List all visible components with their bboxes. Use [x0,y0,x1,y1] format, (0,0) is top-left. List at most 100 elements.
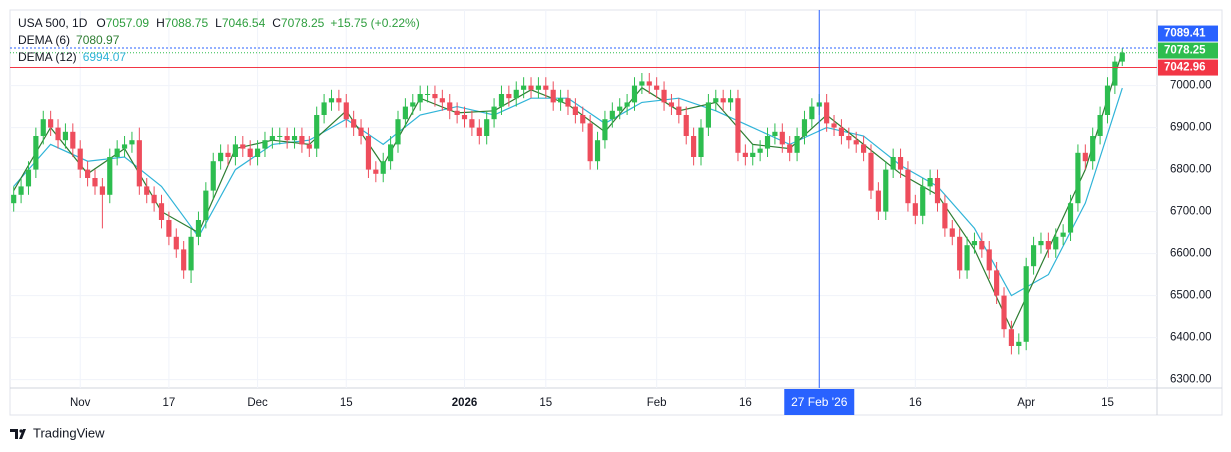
plot [11,48,1125,355]
candle-body [506,94,512,99]
candle-body [624,102,630,107]
candle-body [314,115,320,149]
candle-body [262,140,268,149]
candle-body [232,144,238,157]
candle-body [572,106,578,115]
candle-body [1082,152,1088,162]
y-tick-label: 6600.00 [1170,248,1212,260]
y-tick-label: 6500.00 [1170,290,1212,302]
candle-body [890,157,896,170]
candle-body [70,131,76,149]
candle-body [395,119,401,145]
candle-body [787,144,793,153]
candle-body [1104,85,1111,115]
candle-body [410,102,416,107]
candle-body [195,220,202,237]
candle-body [1119,52,1125,62]
candle-body [380,161,386,174]
price-badge-label: 7042.96 [1164,62,1206,74]
candle-body [528,85,534,90]
candle-body [40,119,46,136]
candle-body [1008,329,1014,346]
candle-body [491,106,497,120]
candle-body [484,119,490,136]
candle-body [757,148,763,153]
candle-body [1067,203,1074,233]
symbol: USA 500, 1D [18,16,88,30]
candle-body [513,89,519,99]
candle-body [291,136,298,141]
candle-body [144,186,150,195]
candle-body [25,169,32,187]
candle-body [905,169,911,204]
candle-body [580,115,586,124]
candle-body [388,144,394,162]
candle-body [809,106,815,120]
x-tick-label: 16 [909,397,922,409]
candle-body [402,106,408,120]
candle-body [1001,295,1007,330]
ohlc-prefix: C [272,16,281,30]
candle-body [62,131,69,141]
crosshair-x-label-box [784,389,855,415]
x-tick-label: Dec [247,397,268,409]
grid [10,10,1157,388]
candle-body [602,119,608,141]
candle-body [631,85,638,103]
candle-body [55,127,61,141]
candle-body [92,178,98,187]
candle-body [683,115,689,136]
x-tick-label: Apr [1017,397,1035,409]
candle-body [883,169,889,212]
candle-body [299,136,305,145]
candle-body [210,161,216,191]
candle-body [1075,152,1081,204]
candle-body [639,81,645,86]
y-tick-label: 7000.00 [1170,80,1212,92]
ohlc-prefix: H [156,16,165,30]
candle-body [247,148,253,157]
crosshair-x-label: 27 Feb '26 [791,395,848,409]
candle-body [85,169,91,178]
candle-body [971,241,978,246]
candle-body [336,98,342,103]
candle-body [794,136,800,153]
candle-body [986,249,992,271]
candle-body [994,270,1000,296]
candle-body [1030,245,1037,267]
x-tick-label: 15 [340,397,353,409]
candle-body [284,136,290,141]
candle-body [609,110,615,120]
price-badge [1158,59,1218,76]
candle-body [1016,341,1022,346]
candle-body [1023,266,1029,342]
candle-body [853,140,859,145]
candle-body [269,136,275,141]
legend-value: 6994.07 [83,50,127,64]
candle-body [439,98,445,103]
candle-body [661,89,667,103]
candle-body [868,152,874,191]
candle-body [129,140,135,145]
candle-body [476,127,482,136]
candle-body [742,152,748,157]
candle-body [846,136,852,141]
candle-body [949,228,955,237]
x-tick-label: 2026 [452,397,478,409]
candle-body [764,136,771,149]
candle-body [521,85,527,90]
candle-body [587,123,593,162]
candle-body [1045,241,1051,250]
candle-body [831,123,837,128]
candle-body [358,127,364,136]
candle-body [461,115,468,120]
candle-body [225,152,231,157]
candle-body [181,249,187,271]
candle-body [558,98,564,103]
candle-body [432,94,438,99]
candle-body [550,89,556,103]
x-tick-label: 16 [739,397,752,409]
candle-body [957,236,963,271]
price-badge [1158,25,1218,42]
